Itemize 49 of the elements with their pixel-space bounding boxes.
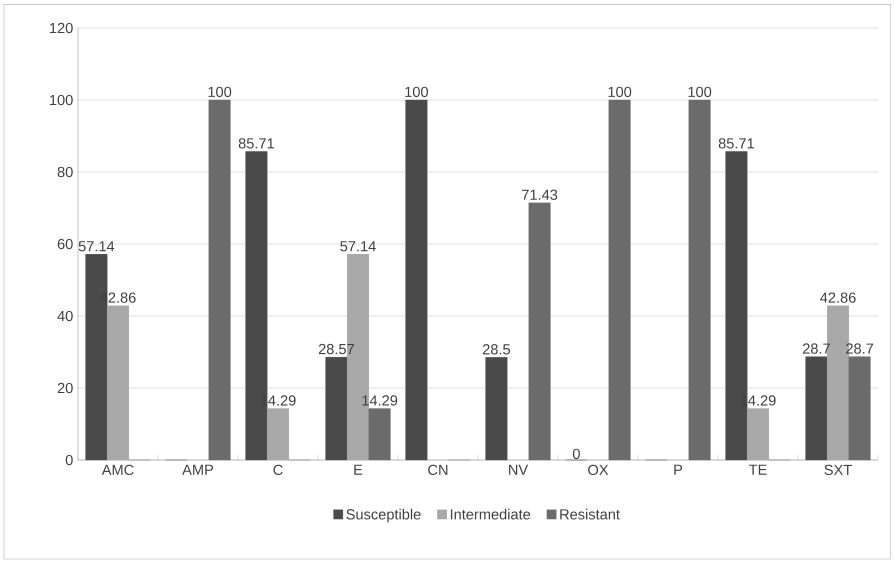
bar bbox=[107, 306, 129, 460]
data-label: 100 bbox=[405, 86, 428, 98]
bar bbox=[368, 408, 391, 460]
data-label: 28.7 bbox=[846, 343, 874, 354]
bar bbox=[528, 202, 551, 460]
data-label: 100 bbox=[688, 86, 712, 98]
x-tick-label: CN bbox=[428, 464, 448, 476]
bar bbox=[208, 100, 231, 460]
x-tick-label: TE bbox=[749, 464, 767, 475]
data-label: 57.14 bbox=[78, 241, 114, 252]
bar bbox=[747, 408, 770, 460]
bar bbox=[267, 408, 289, 460]
data-label: 14.29 bbox=[362, 395, 398, 406]
data-label: 100 bbox=[208, 86, 232, 98]
legend-label: Resistant bbox=[560, 508, 620, 520]
data-label: 100 bbox=[608, 86, 632, 98]
x-tick-label: AMC bbox=[102, 464, 134, 476]
x-tick-label: SXT bbox=[824, 464, 852, 476]
y-tick-label: 60 bbox=[58, 238, 73, 250]
x-tick-label: E bbox=[354, 464, 362, 475]
y-tick-label: 0 bbox=[66, 454, 73, 466]
y-tick-label: 20 bbox=[58, 382, 73, 394]
data-label: 28.7 bbox=[802, 343, 830, 354]
x-tick-label: NV bbox=[509, 464, 528, 475]
data-label: 0 bbox=[572, 448, 580, 460]
bar bbox=[608, 100, 631, 460]
bar bbox=[325, 356, 348, 460]
x-tick-label: C bbox=[273, 464, 283, 476]
data-label: 28.5 bbox=[482, 344, 510, 354]
bar bbox=[485, 357, 508, 460]
x-tick-label: OX bbox=[588, 464, 608, 476]
data-label: 71.43 bbox=[522, 190, 558, 200]
data-label: 85.71 bbox=[238, 138, 274, 149]
data-label: 42.86 bbox=[820, 292, 856, 303]
y-tick-label: 80 bbox=[58, 166, 73, 178]
data-label: 85.71 bbox=[718, 138, 754, 149]
data-label: 28.57 bbox=[318, 344, 354, 354]
y-tick-label: 40 bbox=[57, 310, 73, 322]
legend-label: Susceptible bbox=[346, 508, 421, 522]
y-tick-label: 120 bbox=[50, 22, 73, 34]
bar bbox=[805, 356, 828, 460]
legend-label: Intermediate bbox=[450, 508, 530, 520]
bar bbox=[405, 100, 428, 460]
data-label: 57.14 bbox=[340, 241, 376, 252]
x-tick-label: AMP bbox=[182, 464, 214, 475]
y-tick-label: 100 bbox=[50, 94, 73, 106]
bar bbox=[848, 356, 871, 460]
bar bbox=[688, 100, 711, 460]
x-tick-label: P bbox=[674, 464, 682, 475]
